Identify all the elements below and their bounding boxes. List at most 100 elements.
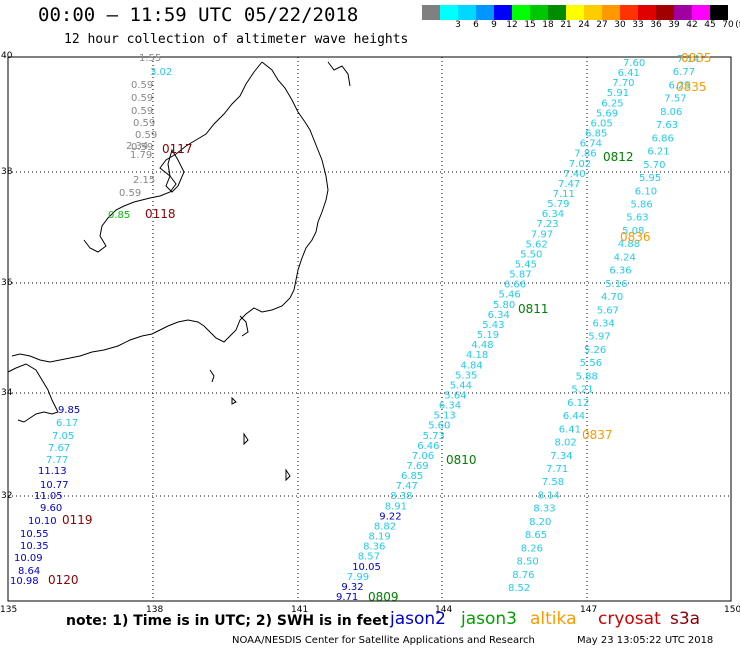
colorbar-unit-label: (ft) (735, 20, 740, 30)
colorbar-tick-label: 33 (632, 20, 644, 30)
wave-label-track: 6.36 (609, 266, 631, 277)
pass-time-label: 0119 (62, 513, 93, 527)
wave-label-track: 6.12 (567, 398, 589, 409)
wave-label-grey: 1.79 (130, 150, 152, 161)
pass-time-label: 0812 (603, 150, 634, 164)
pass-time-label: 0837 (582, 428, 613, 442)
wave-label-track: 7.70 (612, 78, 634, 89)
wave-label-jason2: 9.85 (58, 405, 80, 416)
colorbar-swatch (566, 5, 584, 20)
wave-label-track: 5.63 (626, 213, 648, 224)
pass-time-label: 0811 (518, 302, 549, 316)
wave-label-track: 7.34 (550, 451, 572, 462)
lat-label-32: 32 (1, 491, 12, 501)
wave-label-grey: 0.59 (135, 130, 157, 141)
wave-label-track: 5.08 (622, 226, 644, 237)
wave-label-track: 5.86 (631, 200, 653, 211)
colorbar-swatch (476, 5, 494, 20)
wave-label-track: 7.86 (574, 149, 596, 160)
wave-label-track: 9.32 (341, 582, 363, 593)
wave-label-track: 5.91 (607, 88, 629, 99)
colorbar-tick-label: 42 (686, 20, 698, 30)
wave-label-track: 9.22 (379, 511, 401, 522)
wave-label-track: 6.44 (563, 411, 585, 422)
wave-label-cyan: 6.17 (56, 418, 78, 429)
wave-label-track: 8.57 (358, 552, 380, 563)
colorbar-swatch (620, 5, 638, 20)
wave-label-track: 4.70 (601, 292, 623, 303)
wave-label-grey: 0.59 (131, 93, 153, 104)
colorbar-tick-label: 36 (650, 20, 662, 30)
wave-label-track: 5.16 (605, 279, 627, 290)
wave-label-track: 6.10 (635, 186, 657, 197)
wave-label-grey: 0.59 (119, 188, 141, 199)
colorbar-tick-label: 12 (506, 20, 518, 30)
wave-label-track: 7.06 (412, 451, 434, 462)
wave-label-track: 4.48 (471, 340, 493, 351)
wave-label-track: 7.63 (656, 120, 678, 131)
wave-label-track: 6.34 (439, 401, 461, 412)
wave-label-track: 5.69 (596, 108, 618, 119)
wave-label-track: 7.97 (531, 229, 553, 240)
lon-label-150: 150 (724, 605, 740, 615)
wave-label-track: 6.85 (401, 471, 423, 482)
wave-label-track: 5.56 (580, 358, 602, 369)
pass-time-label: 0118 (145, 207, 176, 221)
wave-label-track: 4.24 (614, 252, 636, 263)
wave-label-grey: 0.59 (131, 80, 153, 91)
wave-label-jason2: 10.55 (20, 529, 49, 540)
page-subtitle: 12 hour collection of altimeter wave hei… (64, 32, 409, 47)
wave-label-jason2: 10.77 (40, 480, 69, 491)
colorbar-tick-label: 27 (596, 20, 608, 30)
wave-label-track: 8.02 (555, 438, 577, 449)
wave-label-track: 5.87 (509, 270, 531, 281)
colorbar-swatch (494, 5, 512, 20)
wave-label-grey: 2.15 (133, 175, 155, 186)
colorbar-swatch (674, 5, 692, 20)
wave-label-track: 5.13 (434, 411, 456, 422)
colorbar-tick-label: 21 (560, 20, 572, 30)
wave-label-track: 9.71 (336, 592, 358, 603)
footnote: note: 1) Time is in UTC; 2) SWH is in fe… (66, 613, 389, 629)
wave-label-track: 8.38 (390, 491, 412, 502)
wave-label-track: 6.41 (618, 68, 640, 79)
pass-time-label: 0809 (368, 590, 399, 604)
coastline (7, 61, 351, 482)
wave-label-track: 7.23 (536, 219, 558, 230)
wave-label-track: 8.82 (374, 522, 396, 533)
wave-label-track: 5.95 (639, 173, 661, 184)
pass-time-label: 0810 (446, 453, 477, 467)
colorbar-tick-label: 18 (542, 20, 554, 30)
colorbar-swatch (584, 5, 602, 20)
wave-label-track: 5.50 (520, 249, 542, 260)
wave-label-track: 7.14 (677, 54, 699, 65)
wave-label-track: 6.66 (504, 280, 526, 291)
wave-label-track: 5.60 (428, 421, 450, 432)
colorbar-tick-label: 24 (578, 20, 590, 30)
lon-label-141: 141 (291, 605, 308, 615)
colorbar-swatch (602, 5, 620, 20)
colorbar-swatch (692, 5, 710, 20)
wave-label-cyan: 7.67 (48, 443, 70, 454)
wave-label-grey: 2.34 (126, 141, 148, 152)
lat-label-36: 36 (1, 278, 13, 288)
wave-label-track: 7.47 (396, 481, 418, 492)
wave-label-track: 8.20 (529, 517, 551, 528)
colorbar-tick-label: 3 (455, 20, 461, 30)
legend-entry-jason3: jason3 (461, 609, 517, 629)
wave-label-track: 8.19 (369, 532, 391, 543)
wave-label-track: 5.79 (547, 199, 569, 210)
colorbar-tick-label: 70 (722, 20, 734, 30)
wave-label-cyan: 3.02 (150, 67, 172, 78)
colorbar-swatch (656, 5, 674, 20)
wave-label-track: 5.35 (455, 370, 477, 381)
wave-label-track: 8.50 (517, 557, 539, 568)
colorbar-swatch (458, 5, 476, 20)
wave-label-grey: 0.59 (131, 142, 153, 153)
wave-label-track: 6.25 (601, 98, 623, 109)
wave-label-jason2: 10.98 (10, 576, 39, 587)
graticule (8, 57, 731, 601)
wave-label-track: 5.44 (450, 380, 472, 391)
